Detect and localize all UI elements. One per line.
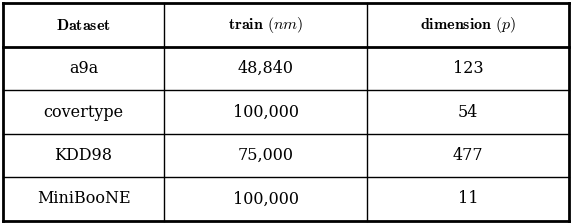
Text: a9a: a9a xyxy=(69,60,98,77)
Text: $\mathbf{Dataset}$: $\mathbf{Dataset}$ xyxy=(56,17,111,34)
Text: KDD98: KDD98 xyxy=(54,147,113,164)
Text: 100,000: 100,000 xyxy=(233,190,299,207)
Text: covertype: covertype xyxy=(43,103,124,121)
Text: $\mathbf{dimension}$ $(p)$: $\mathbf{dimension}$ $(p)$ xyxy=(420,15,517,35)
Text: 48,840: 48,840 xyxy=(237,60,293,77)
Text: 477: 477 xyxy=(453,147,483,164)
Text: MiniBooNE: MiniBooNE xyxy=(37,190,130,207)
Text: 100,000: 100,000 xyxy=(233,103,299,121)
Text: 75,000: 75,000 xyxy=(237,147,293,164)
Text: 54: 54 xyxy=(458,103,478,121)
Text: 11: 11 xyxy=(458,190,478,207)
Text: $\mathbf{train}$ $(nm)$: $\mathbf{train}$ $(nm)$ xyxy=(228,15,303,35)
Text: 123: 123 xyxy=(453,60,483,77)
